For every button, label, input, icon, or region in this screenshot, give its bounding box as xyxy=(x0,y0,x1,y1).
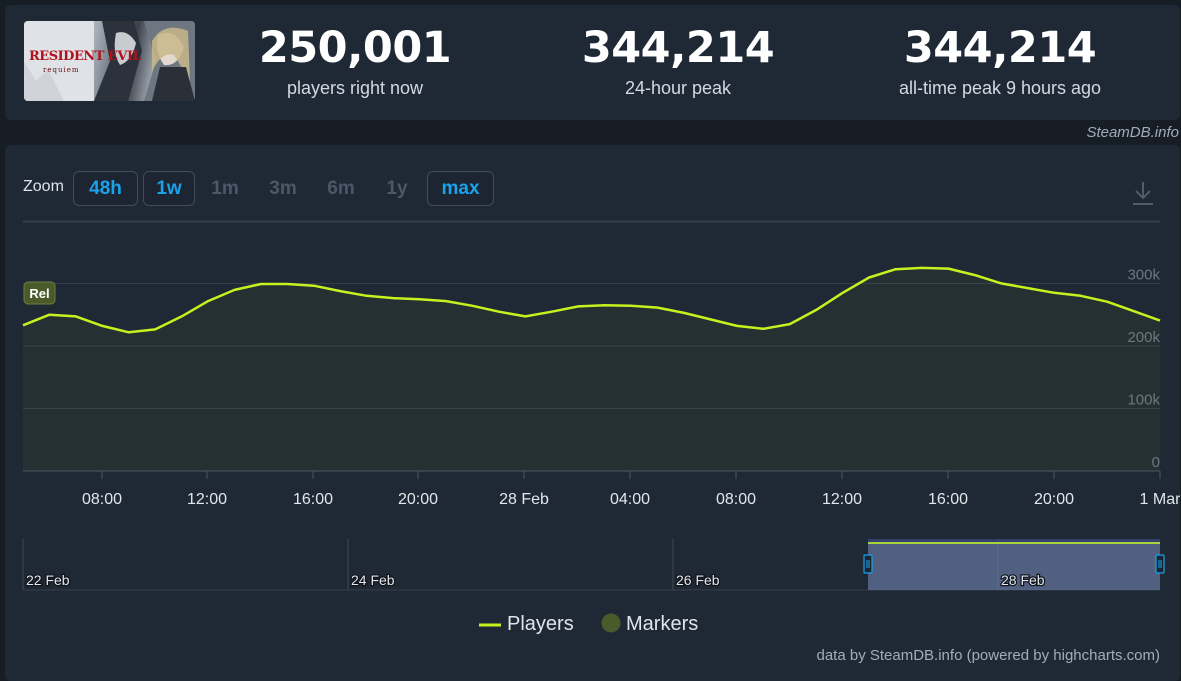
stats-header: RESIDENT EVIL requiem 250,001 players ri… xyxy=(5,5,1180,120)
zoom-1w-button[interactable]: 1w xyxy=(143,171,195,206)
stat-label: 24-hour peak xyxy=(624,78,732,98)
navigator-area xyxy=(868,543,1160,590)
y-tick-label: 200k xyxy=(1127,329,1160,346)
x-tick-label: 08:00 xyxy=(82,491,122,508)
x-tick-label: 08:00 xyxy=(716,491,756,508)
zoom-max-button[interactable]: max xyxy=(427,171,494,206)
zoom-1m-button[interactable]: 1m xyxy=(211,178,239,199)
players-area xyxy=(23,267,1160,471)
steamdb-credit[interactable]: SteamDB.info xyxy=(1086,124,1179,141)
chart-footer[interactable]: data by SteamDB.info (powered by highcha… xyxy=(816,647,1161,664)
zoom-6m-button[interactable]: 6m xyxy=(327,178,355,199)
zoom-1y-button[interactable]: 1y xyxy=(386,178,408,199)
x-tick-label: 28 Feb xyxy=(499,491,549,508)
zoom-label: Zoom xyxy=(23,178,64,195)
y-tick-label: 0 xyxy=(1152,454,1160,471)
y-tick-label: 100k xyxy=(1127,392,1160,409)
chart-panel: Zoom 48h 1w 1m 3m 6m 1y max 0 100k 200k 300… xyxy=(5,145,1180,681)
players-series-line xyxy=(22,266,1161,334)
stat-value: 250,001 xyxy=(258,23,452,73)
download-icon[interactable] xyxy=(1131,180,1155,206)
game-logo-title: RESIDENT EVIL xyxy=(29,49,142,64)
x-tick-label: 1 Mar xyxy=(1140,491,1180,508)
navigator-handle xyxy=(863,554,873,574)
x-tick-label: 20:00 xyxy=(398,491,438,508)
navigator-date-label: 26 Feb xyxy=(676,572,720,588)
stat-all-time-peak: 344,214 all-time peak 9 hours ago xyxy=(860,23,1140,98)
navigator-date-label: 28 Feb xyxy=(1001,572,1045,588)
stat-value: 344,214 xyxy=(903,23,1097,73)
release-marker: Rel xyxy=(23,281,56,305)
stat-label: players right now xyxy=(286,78,424,98)
legend-line-swatch xyxy=(479,623,501,627)
zoom-48h-button[interactable]: 48h xyxy=(73,171,138,206)
legend-markers[interactable]: Markers xyxy=(601,613,698,636)
stat-24h-peak: 344,214 24-hour peak xyxy=(558,23,798,98)
x-tick-label: 12:00 xyxy=(187,491,227,508)
x-tick-label: 16:00 xyxy=(293,491,333,508)
legend-players[interactable]: Players xyxy=(479,613,574,636)
legend-players-label: Players xyxy=(507,613,574,635)
stat-label: all-time peak 9 hours ago xyxy=(898,78,1102,98)
release-marker-badge xyxy=(23,281,56,305)
legend-marker-swatch xyxy=(601,613,621,633)
game-logo-subtitle: requiem xyxy=(43,66,80,74)
navigator-handle xyxy=(1155,554,1165,574)
x-tick-label: 20:00 xyxy=(1034,491,1074,508)
x-tick-label: 12:00 xyxy=(822,491,862,508)
player-count-chart[interactable]: 0 100k 200k 300k 08:00 12:00 16:00 20:00 28 Feb 0… xyxy=(5,145,1180,605)
game-art xyxy=(24,21,195,101)
release-marker-label: Rel xyxy=(29,286,49,301)
x-tick-label: 04:00 xyxy=(610,491,650,508)
navigator-date-label: 22 Feb xyxy=(26,572,70,588)
stat-current-players: 250,001 players right now xyxy=(235,23,475,98)
stat-value: 344,214 xyxy=(581,23,775,73)
navigator-selection xyxy=(868,539,1160,590)
legend-markers-label: Markers xyxy=(626,613,699,635)
navigator-date-label: 24 Feb xyxy=(351,572,395,588)
y-tick-label: 300k xyxy=(1127,267,1160,284)
game-header-image[interactable]: RESIDENT EVIL requiem xyxy=(24,21,195,101)
x-tick-label: 16:00 xyxy=(928,491,968,508)
zoom-3m-button[interactable]: 3m xyxy=(269,178,297,199)
